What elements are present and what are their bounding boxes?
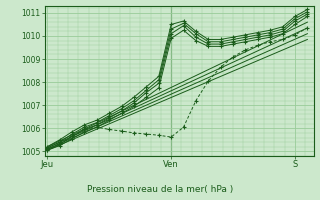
Text: Pression niveau de la mer( hPa ): Pression niveau de la mer( hPa ) — [87, 185, 233, 194]
